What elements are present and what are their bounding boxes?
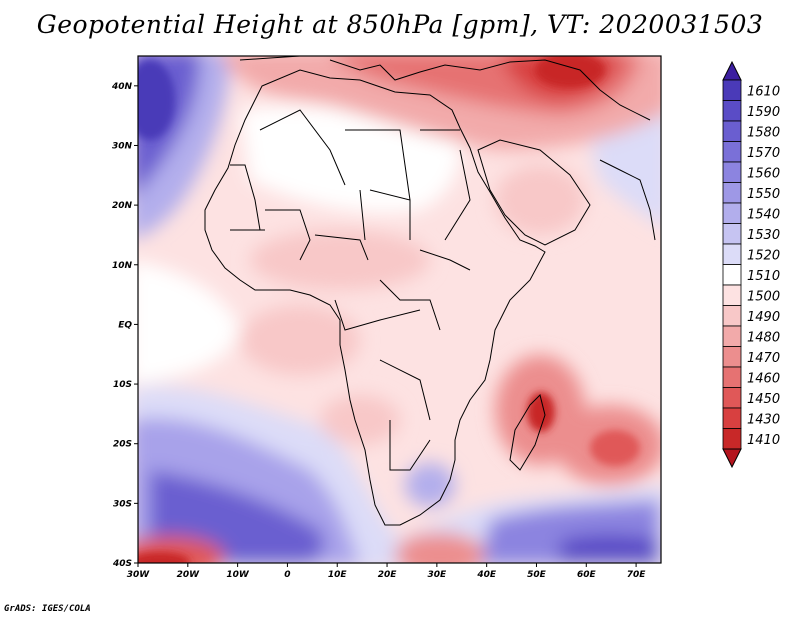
lat-tick-label: 40S (112, 559, 132, 569)
field-pink-sahel (250, 230, 430, 290)
colorbar-min-arrow (722, 448, 742, 469)
colorbar-swatch (722, 284, 742, 306)
field-ne-blue (138, 60, 175, 140)
lat-tick-label: 30N (112, 141, 133, 151)
height-field (138, 56, 661, 563)
colorbar-swatch (722, 182, 742, 204)
lat-tick-label: 30S (113, 499, 132, 509)
colorbar-label: 1490 (747, 310, 780, 325)
lon-tick-label: 40E (476, 570, 497, 580)
lat-tick-label: 10N (112, 261, 133, 271)
borders-north (259, 109, 471, 241)
grads-credit: GrADS: IGES/COLA (4, 604, 91, 614)
field-ne-red-core (535, 56, 605, 88)
colorbar-label: 1470 (747, 351, 780, 366)
colorbar-label: 1590 (747, 105, 780, 120)
lon-tick-label: 20E (378, 570, 398, 580)
colorbar-label: 1460 (747, 371, 780, 386)
coastline-madagascar (509, 394, 546, 471)
colorbar-swatch (722, 366, 742, 388)
coastline-arabia (477, 139, 591, 246)
field-white-west (138, 261, 240, 384)
colorbar-swatch (722, 161, 742, 183)
colorbar-label: 1410 (747, 433, 780, 448)
colorbar-swatch (722, 223, 742, 245)
colorbar-swatch (722, 407, 742, 429)
colorbar-max-arrow (722, 60, 742, 81)
colorbar-label: 1560 (747, 166, 780, 181)
colorbar-label: 1500 (747, 289, 780, 304)
colorbar-swatch (722, 305, 742, 327)
field-pink-central (240, 305, 360, 375)
colorbar-swatch (722, 202, 742, 224)
coastline-africa (204, 69, 546, 526)
colorbar-label: 1610 (747, 84, 780, 99)
field-s-red (395, 533, 485, 563)
field-indian-ocean-core (590, 430, 640, 466)
map-title: Geopotential Height at 850hPa [gpm], VT:… (36, 10, 764, 39)
colorbar-label: 1480 (747, 330, 780, 345)
colorbar-swatch (722, 387, 742, 409)
colorbar-label: 1510 (747, 269, 780, 284)
colorbar-label: 1450 (747, 392, 780, 407)
colorbar-label: 1530 (747, 228, 780, 243)
field-sw-core (138, 552, 190, 563)
lat-tick-label: 10S (113, 380, 132, 390)
lat-tick-label: 40N (111, 82, 133, 92)
borders-west (230, 164, 411, 261)
plot-frame (137, 55, 662, 564)
field-southern-blue-5 (560, 534, 660, 563)
colorbar-swatch (722, 120, 742, 142)
field-madagascar-core (527, 392, 555, 432)
field-white-center (240, 105, 460, 213)
borders-central (334, 249, 471, 471)
colorbar-label: 1550 (747, 187, 780, 202)
coastline-europe (239, 56, 651, 121)
lon-tick-label: 30E (428, 570, 448, 580)
colorbar-swatch (722, 100, 742, 122)
lon-tick-label: 30W (127, 570, 151, 580)
lon-tick-label: 10W (226, 570, 250, 580)
colorbar-label: 1540 (747, 207, 780, 222)
colorbar-swatch (722, 141, 742, 163)
lat-tick-label: 20N (112, 201, 133, 211)
field-pink-arabia (495, 165, 585, 235)
colorbar-swatch (722, 264, 742, 286)
lon-tick-label: 60E (577, 570, 597, 580)
lon-tick-label: 50E (527, 570, 547, 580)
lon-tick-label: 10E (328, 570, 348, 580)
colorbar-swatch (722, 243, 742, 265)
colorbar-label: 1430 (747, 412, 780, 427)
colorbar-label: 1520 (747, 248, 780, 263)
lat-tick-label: EQ (118, 320, 132, 330)
colorbar-label: 1580 (747, 125, 780, 140)
colorbar-swatch (722, 325, 742, 347)
lat-tick-label: 20S (113, 440, 132, 450)
colorbar-label: 1570 (747, 146, 780, 161)
field-pink-south (320, 395, 400, 445)
lon-tick-label: 70E (627, 570, 647, 580)
coastline-india (599, 159, 656, 241)
lon-tick-label: 0 (284, 570, 290, 580)
colorbar-swatch (722, 428, 742, 450)
lon-tick-label: 20W (177, 570, 201, 580)
colorbar-swatch (722, 346, 742, 368)
colorbar-swatch (722, 79, 742, 101)
